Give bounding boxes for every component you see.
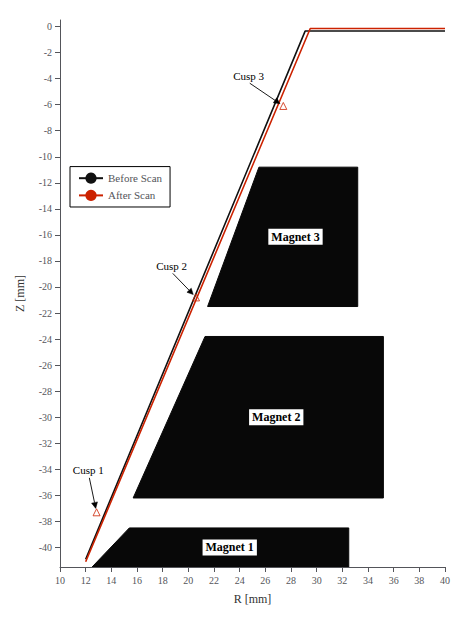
svg-text:Z [mm]: Z [mm] [13, 275, 27, 312]
svg-text:-30: -30 [39, 412, 52, 423]
svg-text:-40: -40 [39, 542, 52, 553]
svg-text:-14: -14 [39, 203, 52, 214]
svg-text:10: 10 [55, 575, 65, 586]
svg-text:40: 40 [440, 575, 450, 586]
svg-text:38: 38 [414, 575, 424, 586]
svg-text:Before Scan: Before Scan [108, 172, 163, 184]
svg-text:Cusp 3: Cusp 3 [233, 70, 264, 82]
svg-text:-22: -22 [39, 308, 52, 319]
svg-text:Cusp 1: Cusp 1 [73, 464, 104, 476]
svg-text:20: 20 [183, 575, 193, 586]
svg-text:36: 36 [389, 575, 399, 586]
svg-text:-6: -6 [44, 99, 52, 110]
svg-text:12: 12 [81, 575, 91, 586]
svg-text:-34: -34 [39, 464, 52, 475]
svg-text:0: 0 [47, 21, 52, 32]
svg-text:Magnet 2: Magnet 2 [252, 410, 300, 424]
svg-text:-12: -12 [39, 177, 52, 188]
svg-text:-18: -18 [39, 255, 52, 266]
svg-text:Magnet 3: Magnet 3 [271, 230, 319, 244]
svg-text:Cusp 2: Cusp 2 [156, 260, 187, 272]
svg-text:32: 32 [337, 575, 347, 586]
svg-text:16: 16 [132, 575, 142, 586]
svg-text:-28: -28 [39, 386, 52, 397]
svg-text:-8: -8 [44, 125, 52, 136]
svg-text:34: 34 [363, 575, 373, 586]
svg-text:24: 24 [235, 575, 245, 586]
svg-text:After Scan: After Scan [108, 189, 156, 201]
svg-text:-38: -38 [39, 516, 52, 527]
svg-text:30: 30 [312, 575, 322, 586]
svg-text:-20: -20 [39, 281, 52, 292]
svg-text:-4: -4 [44, 73, 52, 84]
svg-text:-10: -10 [39, 151, 52, 162]
svg-text:-36: -36 [39, 490, 52, 501]
svg-text:26: 26 [260, 575, 270, 586]
svg-text:-26: -26 [39, 360, 52, 371]
svg-text:-2: -2 [44, 47, 52, 58]
svg-text:22: 22 [209, 575, 219, 586]
svg-text:-32: -32 [39, 438, 52, 449]
svg-text:R [mm]: R [mm] [234, 592, 272, 606]
svg-text:-16: -16 [39, 229, 52, 240]
svg-text:18: 18 [158, 575, 168, 586]
svg-text:-24: -24 [39, 334, 52, 345]
svg-text:Magnet 1: Magnet 1 [206, 540, 254, 554]
svg-text:28: 28 [286, 575, 296, 586]
svg-text:14: 14 [106, 575, 116, 586]
